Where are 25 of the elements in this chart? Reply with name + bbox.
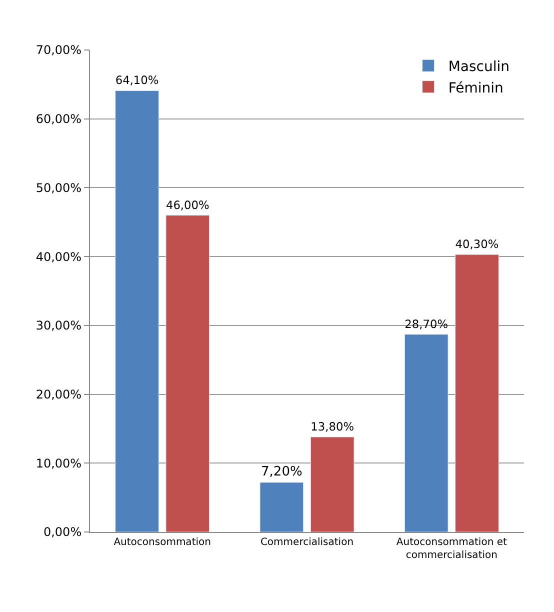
legend-label: Masculin xyxy=(448,59,510,76)
data-label: 28,70% xyxy=(404,316,448,331)
data-label: 40,30% xyxy=(455,237,499,252)
data-label: 46,00% xyxy=(166,198,210,212)
bar xyxy=(455,254,499,532)
x-tick-label: Autoconsommation et commercialisation xyxy=(396,537,507,561)
bar xyxy=(166,215,210,532)
y-tick-label: 30,00% xyxy=(36,318,82,333)
y-tick-label: 10,00% xyxy=(36,456,82,470)
y-tick-label: 50,00% xyxy=(36,180,82,195)
bar xyxy=(115,90,159,532)
data-label: 64,10% xyxy=(115,73,159,88)
y-tick-label: 70,00% xyxy=(36,43,82,58)
data-label: 13,80% xyxy=(310,419,354,434)
bar xyxy=(260,482,304,532)
legend-label: Féminin xyxy=(448,80,504,96)
x-tick-label: Commercialisation xyxy=(260,537,354,548)
y-tick-label: 40,00% xyxy=(36,250,82,264)
bar xyxy=(310,436,354,532)
x-tick-label: Autoconsommation xyxy=(114,537,211,548)
y-tick-label: 60,00% xyxy=(36,112,82,126)
bar xyxy=(404,334,448,532)
y-tick-label: 20,00% xyxy=(36,387,82,402)
data-label: 7,20% xyxy=(261,464,302,480)
y-tick-label: 0,00% xyxy=(43,525,82,540)
